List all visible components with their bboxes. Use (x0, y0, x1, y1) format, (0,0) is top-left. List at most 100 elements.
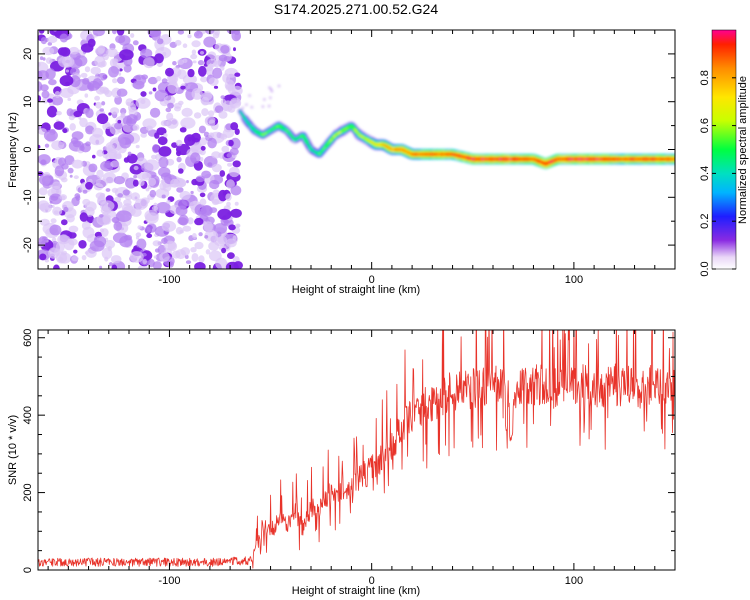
noise-blob (241, 106, 245, 110)
noise-blob (218, 189, 228, 202)
noise-blob (42, 46, 55, 56)
noise-blob (270, 90, 274, 93)
noise-blob (140, 132, 147, 138)
noise-blob (48, 79, 57, 86)
noise-blob (191, 88, 203, 100)
noise-blob (108, 112, 112, 116)
noise-blob (200, 205, 213, 216)
noise-blob (117, 119, 122, 124)
noise-blob (158, 146, 172, 157)
noise-blob (40, 159, 47, 166)
noise-blob (113, 221, 123, 231)
noise-blob (190, 53, 198, 60)
noise-blob (194, 262, 206, 269)
noise-blob (99, 214, 104, 218)
noise-blob (71, 159, 84, 169)
noise-blob (229, 99, 241, 109)
noise-blob (224, 79, 235, 92)
y-tick-label: 0 (22, 567, 34, 573)
noise-blob (165, 107, 172, 113)
noise-blob (84, 251, 89, 255)
noise-blob (87, 38, 96, 48)
noise-blob (85, 125, 95, 135)
noise-blob (152, 240, 161, 247)
noise-blob (104, 239, 116, 249)
noise-blob (126, 153, 138, 164)
noise-blob (140, 48, 153, 59)
noise-blob (71, 196, 80, 207)
noise-blob (277, 84, 281, 88)
noise-blob (142, 118, 157, 129)
noise-blob (204, 230, 219, 242)
noise-blob (166, 199, 171, 205)
noise-blob (108, 66, 119, 78)
noise-blob (161, 220, 177, 232)
noise-blob (245, 103, 248, 106)
noise-blob (172, 61, 177, 66)
colorbar-label: Normalized spectral amplitude (737, 76, 749, 224)
noise-blob (145, 212, 159, 224)
noise-blob (148, 30, 162, 38)
snr-frame (37, 329, 676, 571)
chart-title: S174.2025.271.00.52.G24 (274, 1, 438, 17)
colorbar-tick-label: 0.0 (699, 261, 711, 276)
x-tick-label: 0 (369, 575, 375, 587)
noise-blob (69, 123, 76, 131)
noise-blob (202, 91, 213, 101)
noise-blob (62, 56, 73, 67)
noise-blob (47, 42, 52, 46)
noise-blob (187, 136, 192, 142)
noise-blob (197, 60, 205, 66)
noise-blob (50, 218, 57, 224)
y-tick-label: -20 (22, 237, 34, 253)
noise-blob (132, 40, 139, 46)
noise-blob (199, 192, 206, 198)
noise-blob (147, 76, 158, 85)
noise-blob (38, 70, 43, 79)
noise-blob (86, 214, 94, 224)
y-tick-label: 600 (22, 329, 34, 347)
noise-blob (71, 255, 79, 262)
snr-series (38, 330, 675, 569)
noise-blob (85, 181, 93, 190)
noise-blob (46, 105, 58, 118)
noise-blob (112, 30, 117, 35)
noise-blob (199, 137, 208, 146)
noise-blob (230, 185, 242, 196)
noise-blob (200, 145, 206, 151)
noise-blob (85, 108, 94, 119)
noise-blob (142, 258, 147, 265)
noise-blob (151, 206, 159, 211)
noise-blob (234, 201, 239, 206)
noise-blob (218, 54, 228, 62)
noise-blob (154, 248, 160, 253)
colorbar: 0.0 0.2 0.4 0.6 0.8 Normalized spectral ampl… (699, 29, 749, 277)
noise-blob (212, 67, 223, 79)
noise-blob (40, 84, 49, 92)
noise-blob (232, 160, 241, 168)
noise-blob (49, 200, 53, 204)
noise-blob (212, 32, 220, 39)
noise-blob (130, 33, 135, 38)
noise-blob (152, 261, 162, 269)
noise-blob (135, 144, 140, 149)
noise-blob (173, 177, 187, 188)
noise-blob (126, 102, 131, 106)
x-tick-label: 0 (369, 274, 375, 286)
noise-blob (163, 133, 168, 138)
noise-blob (195, 175, 205, 183)
noise-blob (174, 39, 182, 46)
noise-blob (79, 117, 88, 128)
noise-blob (39, 218, 50, 226)
noise-blob (60, 250, 68, 256)
noise-blob (66, 108, 74, 117)
noise-blob (118, 72, 122, 76)
noise-blob (176, 187, 184, 193)
noise-blob (156, 127, 167, 136)
noise-blob (178, 214, 189, 226)
noise-blob (123, 199, 132, 207)
noise-blob (116, 153, 122, 160)
noise-blob (167, 102, 174, 109)
